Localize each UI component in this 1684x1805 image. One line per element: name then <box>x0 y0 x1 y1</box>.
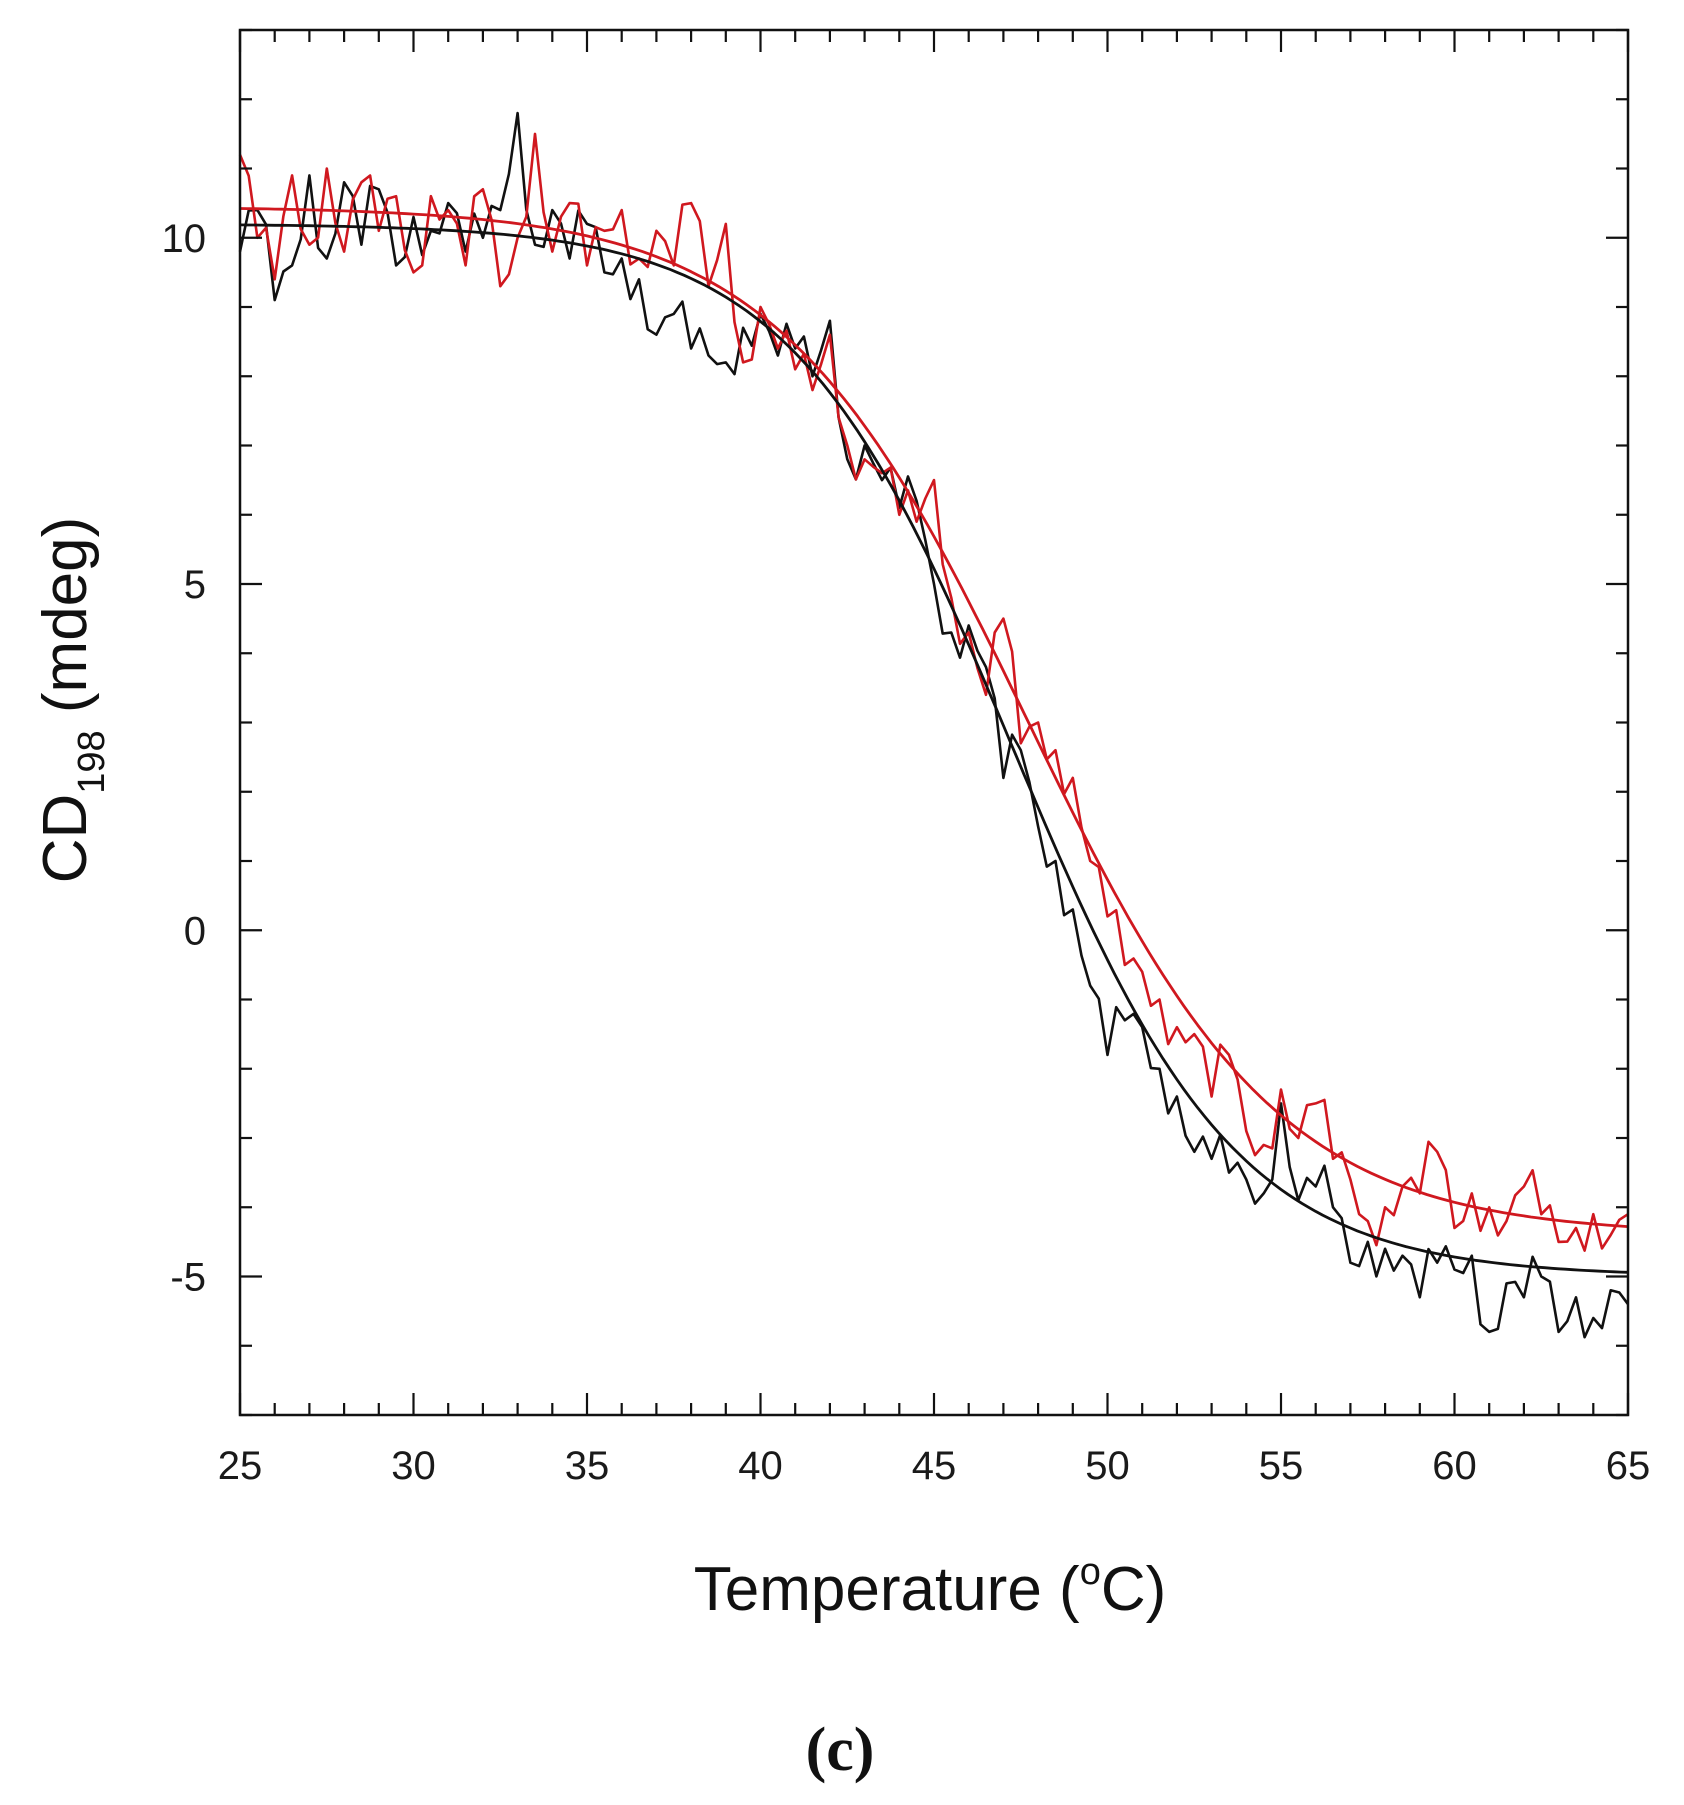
x-tick-label: 30 <box>391 1444 436 1488</box>
x-tick-label: 25 <box>218 1444 263 1488</box>
black-fit-line <box>239 223 1629 1274</box>
x-axis-title-suffix: C) <box>1101 1555 1166 1624</box>
panel-label: (c) <box>806 1716 875 1784</box>
x-axis-title-sup: o <box>1080 1551 1101 1593</box>
y-tick-label: 10 <box>162 217 207 261</box>
red-fit-line <box>239 207 1629 1228</box>
x-axis-title: Temperature (oC) <box>694 1551 1167 1624</box>
x-tick-label: 35 <box>565 1444 610 1488</box>
ticks-layer <box>238 28 1630 1417</box>
x-tick-label: 40 <box>738 1444 783 1488</box>
labels-layer: 25 30 35 40 45 50 55 60 65 -5 0 5 10 <box>162 217 1651 1488</box>
x-axis-title-main: Temperature ( <box>694 1555 1080 1624</box>
y-tick-label: 5 <box>184 563 206 607</box>
y-axis-title: CD198 (mdeg) <box>31 517 113 884</box>
red-data-line <box>238 132 1629 1252</box>
y-axis-title-main: CD <box>31 794 100 884</box>
series-layer <box>238 111 1630 1339</box>
x-tick-label: 50 <box>1085 1444 1130 1488</box>
x-tick-label: 60 <box>1432 1444 1477 1488</box>
x-tick-label: 55 <box>1259 1444 1304 1488</box>
y-tick-label: 0 <box>184 909 206 953</box>
y-axis-title-suffix: (mdeg) <box>31 517 100 731</box>
y-axis-title-sub: 198 <box>71 730 113 793</box>
black-data-line <box>238 111 1630 1339</box>
y-tick-label: -5 <box>170 1256 206 1300</box>
x-tick-label: 45 <box>912 1444 957 1488</box>
x-tick-label: 65 <box>1606 1444 1651 1488</box>
plot-frame <box>238 28 1630 1417</box>
